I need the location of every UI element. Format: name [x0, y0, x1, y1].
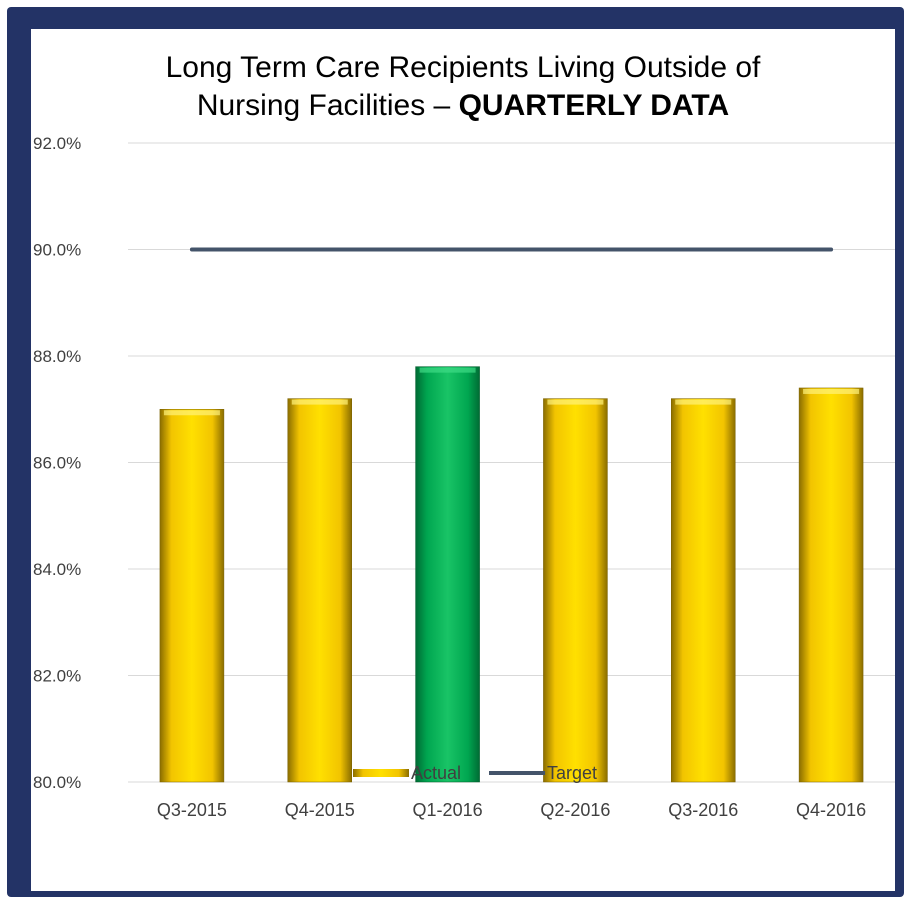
bar-actual-q1-2016	[415, 366, 480, 783]
bar-bevel	[547, 399, 604, 405]
x-tick-label: Q2-2016	[540, 800, 610, 820]
legend-actual-label: Actual	[411, 763, 461, 783]
chart-title: Long Term Care Recipients Living Outside…	[31, 49, 895, 125]
y-tick-label: 80.0%	[33, 773, 81, 792]
bar-actual-q2-2016	[543, 398, 608, 783]
x-tick-label: Q4-2016	[796, 800, 866, 820]
y-tick-label: 82.0%	[33, 667, 81, 686]
bar-bevel	[675, 399, 732, 405]
y-tick-label: 86.0%	[33, 454, 81, 473]
bar-actual-q4-2015	[287, 398, 352, 783]
x-tick-label: Q4-2015	[285, 800, 355, 820]
bar-bevel	[291, 399, 348, 405]
bar-actual-q3-2016	[671, 398, 736, 783]
bar-bevel	[803, 388, 860, 394]
legend-target-label: Target	[547, 763, 597, 783]
y-tick-label: 84.0%	[33, 560, 81, 579]
bar-bevel	[163, 410, 220, 416]
x-tick-label: Q3-2015	[157, 800, 227, 820]
bar-actual-q3-2015	[159, 409, 225, 783]
title-line-2: Nursing Facilities – QUARTERLY DATA	[31, 87, 895, 125]
y-tick-label: 90.0%	[33, 241, 81, 260]
x-tick-label: Q1-2016	[413, 800, 483, 820]
title-line-2-prefix: Nursing Facilities –	[196, 89, 459, 122]
chart-panel: Long Term Care Recipients Living Outside…	[31, 29, 895, 891]
bar-actual-q4-2016	[798, 387, 864, 783]
y-tick-label: 92.0%	[33, 134, 81, 153]
chart-svg: 80.0% 82.0% 84.0% 86.0% 88.0% 90.0% 92.0% Q3-20…	[33, 134, 895, 820]
bar-bevel	[419, 367, 476, 373]
y-tick-label: 88.0%	[33, 347, 81, 366]
title-line-2-bold: QUARTERLY DATA	[458, 89, 730, 122]
legend-actual-swatch	[353, 769, 409, 777]
title-line-1: Long Term Care Recipients Living Outside…	[165, 51, 761, 84]
x-tick-label: Q3-2016	[668, 800, 738, 820]
chart-frame: Long Term Care Recipients Living Outside…	[7, 7, 904, 897]
